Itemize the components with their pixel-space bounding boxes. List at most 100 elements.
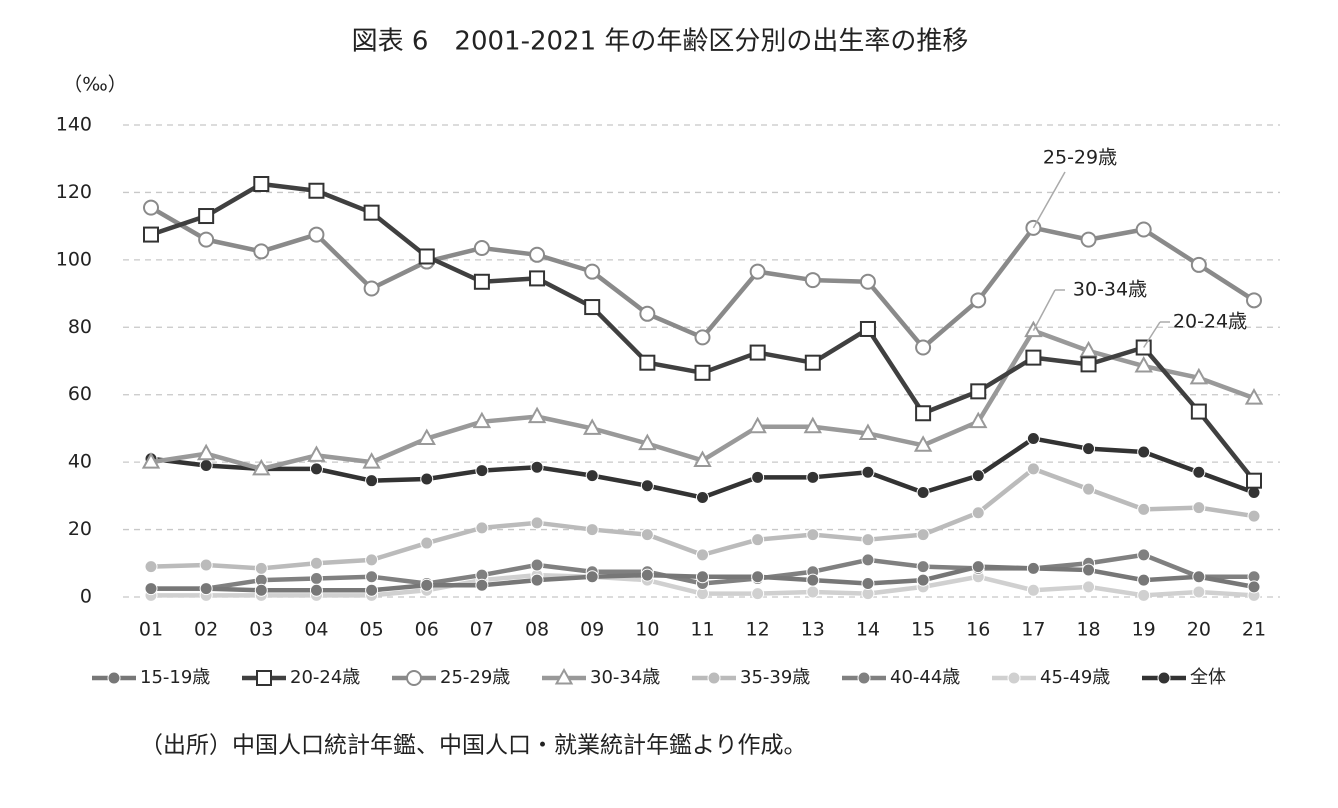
marker [1082,563,1096,577]
marker [1026,583,1040,597]
marker [417,428,436,446]
marker [1082,580,1096,594]
marker [748,416,767,434]
marker [1192,501,1206,515]
marker [141,452,161,469]
marker [1247,509,1261,523]
marker [1082,482,1096,496]
marker [1135,221,1152,238]
marker [365,583,379,597]
legend-item: 全体 [1142,667,1226,688]
marker [1007,671,1021,685]
marker [308,226,325,243]
marker [475,521,489,535]
x-tick-label: 03 [249,619,273,641]
x-tick-label: 14 [856,619,880,641]
series [144,462,1261,575]
legend-label: 20-24歳 [290,667,360,688]
legend-label: 25-29歳 [440,667,510,688]
y-tick-label: 140 [56,114,92,136]
legend-item: 25-29歳 [392,667,510,688]
marker [256,670,272,686]
series [144,560,1261,597]
marker [1026,561,1040,575]
marker [529,246,546,263]
marker [585,570,599,584]
marker [916,573,930,587]
marker [143,226,159,243]
annotation: 20-24歳 [1173,311,1247,333]
marker [861,577,875,591]
marker [694,329,711,346]
marker [857,671,871,685]
marker [1137,548,1151,562]
y-tick-label: 80 [68,316,92,338]
marker [252,458,271,476]
x-tick-label: 07 [470,619,494,641]
marker [1025,349,1042,366]
marker [1137,502,1151,516]
marker [418,248,435,265]
x-tick-label: 13 [801,619,825,641]
marker [584,263,601,280]
marker [309,556,323,570]
marker [254,561,268,575]
x-tick-label: 05 [360,619,384,641]
legend-item: 20-24歳 [242,667,360,688]
marker [253,176,270,192]
marker [199,582,213,596]
marker [639,354,656,371]
marker [530,573,544,587]
marker [693,450,712,467]
marker [858,423,878,440]
marker [365,553,379,567]
marker [804,354,821,371]
marker [1192,585,1206,599]
marker [1137,588,1151,602]
annotation-leader [1032,171,1066,229]
marker [751,587,765,601]
marker [363,280,380,297]
annotation-leader [1032,289,1056,332]
y-tick-label: 0 [80,586,92,608]
x-tick-label: 11 [690,619,714,641]
series [141,320,1264,476]
marker [916,560,930,574]
marker [362,452,381,469]
x-tick-label: 09 [580,619,604,641]
series [143,199,1262,356]
marker [1192,465,1206,479]
marker [1192,570,1206,584]
marker [198,208,215,225]
marker [638,433,657,451]
marker [585,523,599,537]
marker [694,364,711,381]
marker [1026,432,1040,446]
legend-label: 45-49歳 [1040,667,1110,688]
marker [1157,671,1171,685]
marker [144,582,158,596]
x-tick-label: 06 [415,619,439,641]
marker [751,470,765,484]
y-tick-label: 60 [68,383,92,405]
marker [806,573,820,587]
legend-label: 15-19歳 [140,667,210,688]
marker [1026,462,1040,476]
marker [916,528,930,542]
marker [639,305,656,322]
marker [696,570,709,584]
marker [420,578,434,592]
legend-label: 40-44歳 [890,667,960,688]
marker [915,405,932,422]
marker [707,671,721,685]
marker [307,445,326,462]
marker [969,411,988,429]
annotation: 30-34歳 [1073,279,1147,301]
marker [254,583,268,597]
marker [107,671,121,685]
marker [473,240,490,257]
marker [583,418,602,435]
marker [1189,367,1209,385]
marker [1082,442,1096,456]
